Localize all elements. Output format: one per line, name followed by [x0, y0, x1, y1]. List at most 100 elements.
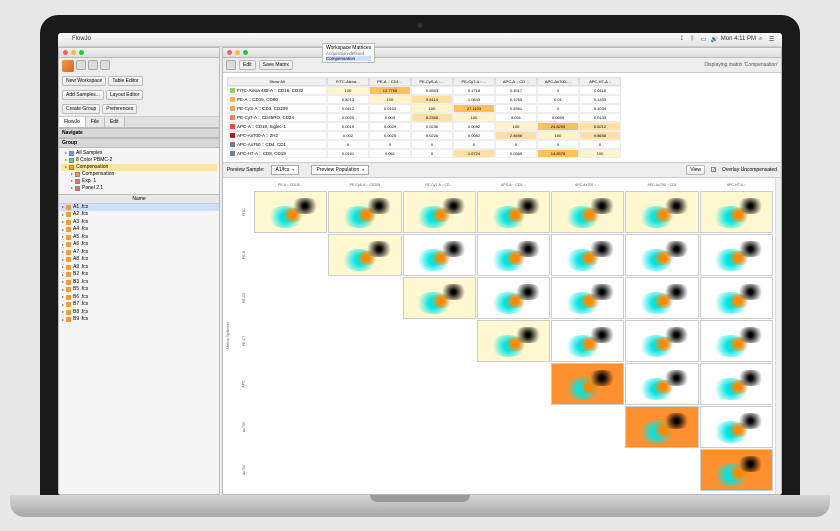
- file-row[interactable]: ▸A9 .fcs: [59, 264, 219, 272]
- file-row[interactable]: ▸A6 .fcs: [59, 241, 219, 249]
- scatter-plot[interactable]: [625, 191, 698, 233]
- matrix-cell[interactable]: 0.0161: [327, 149, 369, 158]
- zoom-icon[interactable]: [79, 50, 84, 55]
- matrix-cell[interactable]: 8.8212: [579, 122, 621, 131]
- matrix-cell[interactable]: 0.051: [369, 149, 411, 158]
- scatter-plot[interactable]: [700, 363, 773, 405]
- scatter-plot[interactable]: [551, 234, 624, 276]
- matrix-cell[interactable]: 24.8205: [537, 122, 579, 131]
- scatter-plot[interactable]: [403, 277, 476, 319]
- matrix-col-header[interactable]: APC-H7-A ::: [579, 77, 621, 86]
- workspace-matrices-dropdown[interactable]: Workspace Matrices Acquisition-defined C…: [322, 43, 375, 63]
- matrix-row-header[interactable]: PE-Cy7-A :: CD45RO, CD24: [227, 113, 327, 122]
- scatter-plot[interactable]: [328, 234, 401, 276]
- scatter-plot[interactable]: [551, 191, 624, 233]
- file-row[interactable]: ▸B6 .fcs: [59, 294, 219, 302]
- matrix-cell[interactable]: 100: [411, 104, 453, 113]
- matrix-cell[interactable]: 0.002: [327, 131, 369, 140]
- edit-button[interactable]: Edit: [239, 60, 256, 70]
- matrix-cell[interactable]: 100: [369, 95, 411, 104]
- tool-icon[interactable]: [100, 60, 110, 70]
- table-editor-button[interactable]: Table Editor: [108, 76, 142, 86]
- add-samples-button[interactable]: Add Samples...: [62, 90, 104, 100]
- scatter-plot[interactable]: [254, 191, 327, 233]
- matrix-cell[interactable]: 14.8978: [537, 149, 579, 158]
- matrix-cell[interactable]: 0.0029: [369, 122, 411, 131]
- file-row[interactable]: ▸A5 .fcs: [59, 234, 219, 242]
- matrix-cell[interactable]: 100: [453, 113, 495, 122]
- matrix-cell[interactable]: 0: [537, 104, 579, 113]
- matrix-cell[interactable]: 1.6724: [453, 149, 495, 158]
- battery-icon[interactable]: ▭: [701, 36, 708, 43]
- matrix-row-header[interactable]: PE-A :: CD15, CD80: [227, 95, 327, 104]
- matrix-cell[interactable]: 0.1718: [453, 86, 495, 95]
- matrix-cell[interactable]: 0.5361: [495, 104, 537, 113]
- file-row[interactable]: ▸B7 .fcs: [59, 301, 219, 309]
- matrix-cell[interactable]: 0.0412: [327, 104, 369, 113]
- matrix-cell[interactable]: 0.1453: [579, 95, 621, 104]
- scatter-plot[interactable]: [700, 234, 773, 276]
- matrix-col-header[interactable]: PE-A :: CD1…: [369, 77, 411, 86]
- scatter-plot[interactable]: [700, 320, 773, 362]
- scatter-plot[interactable]: [625, 406, 698, 448]
- layout-editor-button[interactable]: Layout Editor: [106, 90, 143, 100]
- file-row[interactable]: ▸A7 .fcs: [59, 249, 219, 257]
- save-matrix-button[interactable]: Save Matrix: [259, 60, 293, 70]
- matrix-col-header[interactable]: FITC-Alexa…: [327, 77, 369, 86]
- matrix-cell[interactable]: 0.0092: [453, 122, 495, 131]
- matrix-cell[interactable]: 100: [537, 131, 579, 140]
- matrix-cell[interactable]: 0: [453, 140, 495, 149]
- matrix-cell[interactable]: 100: [495, 122, 537, 131]
- scatter-plot[interactable]: [403, 234, 476, 276]
- file-row[interactable]: ▸B3 .fcs: [59, 279, 219, 287]
- new-workspace-button[interactable]: New Workspace: [62, 76, 106, 86]
- menubar-app[interactable]: FlowJo: [72, 36, 91, 42]
- matrix-cell[interactable]: 27.1103: [453, 104, 495, 113]
- tool-icon[interactable]: [76, 60, 86, 70]
- matrix-cell[interactable]: 1.0843: [453, 95, 495, 104]
- preview-sample-select[interactable]: A1/fcs▾: [271, 165, 300, 175]
- file-row[interactable]: ▸B8 .fcs: [59, 309, 219, 317]
- group-item[interactable]: ▸Compensation: [61, 164, 217, 171]
- matrix-cell[interactable]: 100: [327, 86, 369, 95]
- scatter-plot[interactable]: [625, 363, 698, 405]
- file-row[interactable]: ▸A1 .fcs: [59, 204, 219, 212]
- create-group-button[interactable]: Create Group: [62, 104, 100, 114]
- dropdown-item-selected[interactable]: Compensation: [326, 56, 371, 61]
- matrix-cell[interactable]: 100: [579, 149, 621, 158]
- view-button[interactable]: View: [686, 165, 705, 175]
- menu-icon[interactable]: ☰: [769, 36, 776, 43]
- file-row[interactable]: ▸B5 .fcs: [59, 286, 219, 294]
- matrix-row-header[interactable]: APC-A :: CD19, Siglec-1: [227, 122, 327, 131]
- tool-icon[interactable]: [88, 60, 98, 70]
- matrix-row-header[interactable]: PE-CyS-A :: CD3, CD209: [227, 104, 327, 113]
- wifi-icon[interactable]: ⟟: [681, 36, 688, 43]
- scatter-plot[interactable]: [700, 277, 773, 319]
- menubar-clock[interactable]: Mon 4:11 PM: [721, 36, 756, 42]
- bluetooth-icon[interactable]: ᛒ: [691, 36, 698, 43]
- matrix-cell[interactable]: 0.0118: [579, 86, 621, 95]
- scatter-plot[interactable]: [700, 449, 773, 491]
- matrix-cell[interactable]: 0: [495, 140, 537, 149]
- group-item[interactable]: ▸All Samples: [61, 150, 217, 157]
- titlebar[interactable]: [223, 48, 781, 58]
- matrix-cell[interactable]: 0.0019: [327, 122, 369, 131]
- matrix-cell[interactable]: 0.0226: [411, 131, 453, 140]
- matrix-cell[interactable]: 9.8658: [579, 131, 621, 140]
- zoom-icon[interactable]: [243, 50, 248, 55]
- scatter-plot[interactable]: [403, 191, 476, 233]
- matrix-cell[interactable]: 0.0025: [369, 131, 411, 140]
- file-row[interactable]: ▸A3 .fcs: [59, 219, 219, 227]
- volume-icon[interactable]: 🔊: [711, 36, 718, 43]
- matrix-cell[interactable]: 0.0025: [327, 113, 369, 122]
- file-row[interactable]: ▸B9 .fcs: [59, 316, 219, 324]
- matrix-row-header[interactable]: APC-Ax700-A :: 2H2: [227, 131, 327, 140]
- tab-file[interactable]: File: [86, 117, 105, 127]
- search-icon[interactable]: ⌕: [759, 36, 766, 43]
- preview-population-select[interactable]: Preview Population▾: [311, 165, 369, 175]
- matrix-row-header[interactable]: APC-H7-A :: CD8, CD19: [227, 149, 327, 158]
- overlay-checkbox[interactable]: [711, 167, 716, 172]
- matrix-row-header[interactable]: APC-Ax750 :: CD4, CD1: [227, 140, 327, 149]
- scatter-plot[interactable]: [477, 277, 550, 319]
- scatter-plot[interactable]: [700, 406, 773, 448]
